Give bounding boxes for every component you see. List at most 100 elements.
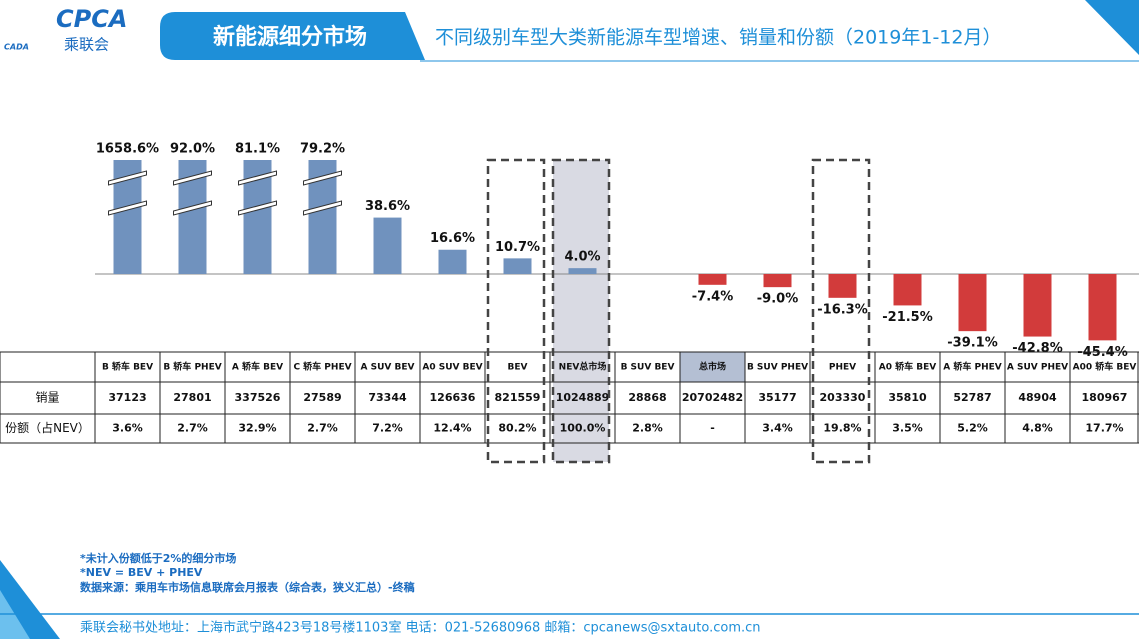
column-header: NEV总市场 (559, 361, 607, 373)
row-label: 份额（占NEV） (5, 420, 90, 435)
logo: CPCA (56, 5, 127, 33)
column-header: B 轿车 BEV (102, 361, 153, 373)
bar (373, 217, 402, 274)
axis-break (173, 200, 212, 216)
table-cell: 28868 (628, 391, 666, 404)
column-header: A00 轿车 BEV (1073, 361, 1137, 373)
table-cell: - (710, 422, 715, 435)
slide-title: 不同级别车型大类新能源车型增速、销量和份额（2019年1-12月） (435, 27, 1001, 49)
axis-break (108, 170, 147, 186)
table-cell: 20702482 (682, 391, 743, 404)
data-label: -39.1% (947, 336, 998, 351)
data-label: 10.7% (495, 240, 540, 255)
highlight-box (811, 158, 871, 464)
table-cell: 3.4% (762, 422, 793, 435)
table-cell: 12.4% (433, 422, 471, 435)
highlight-box (551, 158, 611, 464)
data-label: 81.1% (235, 142, 280, 157)
logo-sub: 乘联会 (64, 36, 109, 54)
table-cell: 37123 (108, 391, 146, 404)
data-label: 38.6% (365, 199, 410, 214)
bar (1088, 274, 1117, 341)
data-label: -42.8% (1012, 341, 1063, 356)
bar (828, 274, 857, 298)
table-cell: 1024889 (556, 391, 610, 404)
column-header: B 轿车 PHEV (163, 361, 221, 373)
table-cell: 180967 (1082, 391, 1128, 404)
column-header: A SUV PHEV (1007, 363, 1068, 373)
axis-break (173, 170, 212, 186)
bar (503, 258, 532, 274)
bar (958, 274, 987, 332)
table-cell: 35810 (888, 391, 927, 404)
row-label: 销量 (35, 391, 59, 405)
data-label: -9.0% (757, 292, 798, 307)
column-header: BEV (508, 363, 528, 373)
column-header: A 轿车 PHEV (943, 361, 1002, 373)
table-cell: 2.7% (177, 422, 208, 435)
table-cell: 52787 (953, 391, 991, 404)
note: *未计入份额低于2%的细分市场 (80, 551, 236, 565)
table-cell: 80.2% (498, 422, 536, 435)
column-header: A0 SUV BEV (422, 363, 482, 373)
section-banner (160, 12, 425, 60)
corner-decoration (1085, 0, 1139, 55)
column-header: A0 轿车 BEV (879, 361, 937, 373)
highlight-box (486, 158, 546, 464)
data-label: 4.0% (564, 250, 600, 265)
note: 数据来源：乘用车市场信息联席会月报表（综合表，狭义汇总）-终稿 (80, 580, 415, 594)
table-cell: 3.5% (892, 422, 923, 435)
column-header: A 轿车 BEV (232, 361, 283, 373)
data-label: 16.6% (430, 231, 475, 246)
table-cell: 5.2% (957, 422, 988, 435)
data-label: -7.4% (692, 289, 733, 304)
table-cell: 821559 (495, 391, 541, 404)
table-cell: 337526 (235, 391, 281, 404)
footer: 乘联会秘书处地址：上海市武宁路423号18号楼1103室 电话：021-5268… (80, 620, 761, 636)
bar (568, 268, 597, 274)
data-label: 1658.6% (96, 142, 159, 157)
bar (893, 274, 922, 306)
logo-small: CADA (4, 43, 29, 52)
column-header: B SUV BEV (621, 363, 675, 373)
table-cell: 2.7% (307, 422, 338, 435)
table-cell: 17.7% (1085, 422, 1123, 435)
axis-break (238, 200, 277, 216)
axis-break (303, 200, 342, 216)
bar (763, 274, 792, 288)
table-cell: 100.0% (560, 422, 606, 435)
table-cell: 48904 (1018, 391, 1057, 404)
data-label: -16.3% (817, 302, 868, 317)
bar (438, 249, 467, 274)
table-cell: 19.8% (823, 422, 861, 435)
axis-break (108, 200, 147, 216)
column-header: PHEV (829, 363, 856, 373)
table-cell: 2.8% (632, 422, 663, 435)
table-cell: 32.9% (238, 422, 276, 435)
table-cell: 35177 (758, 391, 796, 404)
highlight-fill (553, 160, 609, 462)
table-cell: 27589 (303, 391, 341, 404)
note: *NEV = BEV + PHEV (80, 566, 203, 579)
data-label: -21.5% (882, 310, 933, 325)
axis-break (303, 170, 342, 186)
column-header: 总市场 (699, 361, 726, 373)
bar (1023, 274, 1052, 337)
header-highlight (680, 352, 745, 382)
table-cell: 7.2% (372, 422, 403, 435)
axis-break (238, 170, 277, 186)
table-cell: 3.6% (112, 422, 143, 435)
section-title: 新能源细分市场 (213, 24, 367, 50)
column-header: B SUV PHEV (747, 363, 808, 373)
table-cell: 203330 (820, 391, 866, 404)
table-cell: 126636 (430, 391, 476, 404)
data-label: 92.0% (170, 142, 215, 157)
data-label: 79.2% (300, 142, 345, 157)
table-cell: 4.8% (1022, 422, 1053, 435)
table-cell: 73344 (368, 391, 407, 404)
column-header: C 轿车 PHEV (293, 361, 351, 373)
table-cell: 27801 (173, 391, 211, 404)
column-header: A SUV BEV (361, 363, 415, 373)
bar (698, 274, 727, 285)
